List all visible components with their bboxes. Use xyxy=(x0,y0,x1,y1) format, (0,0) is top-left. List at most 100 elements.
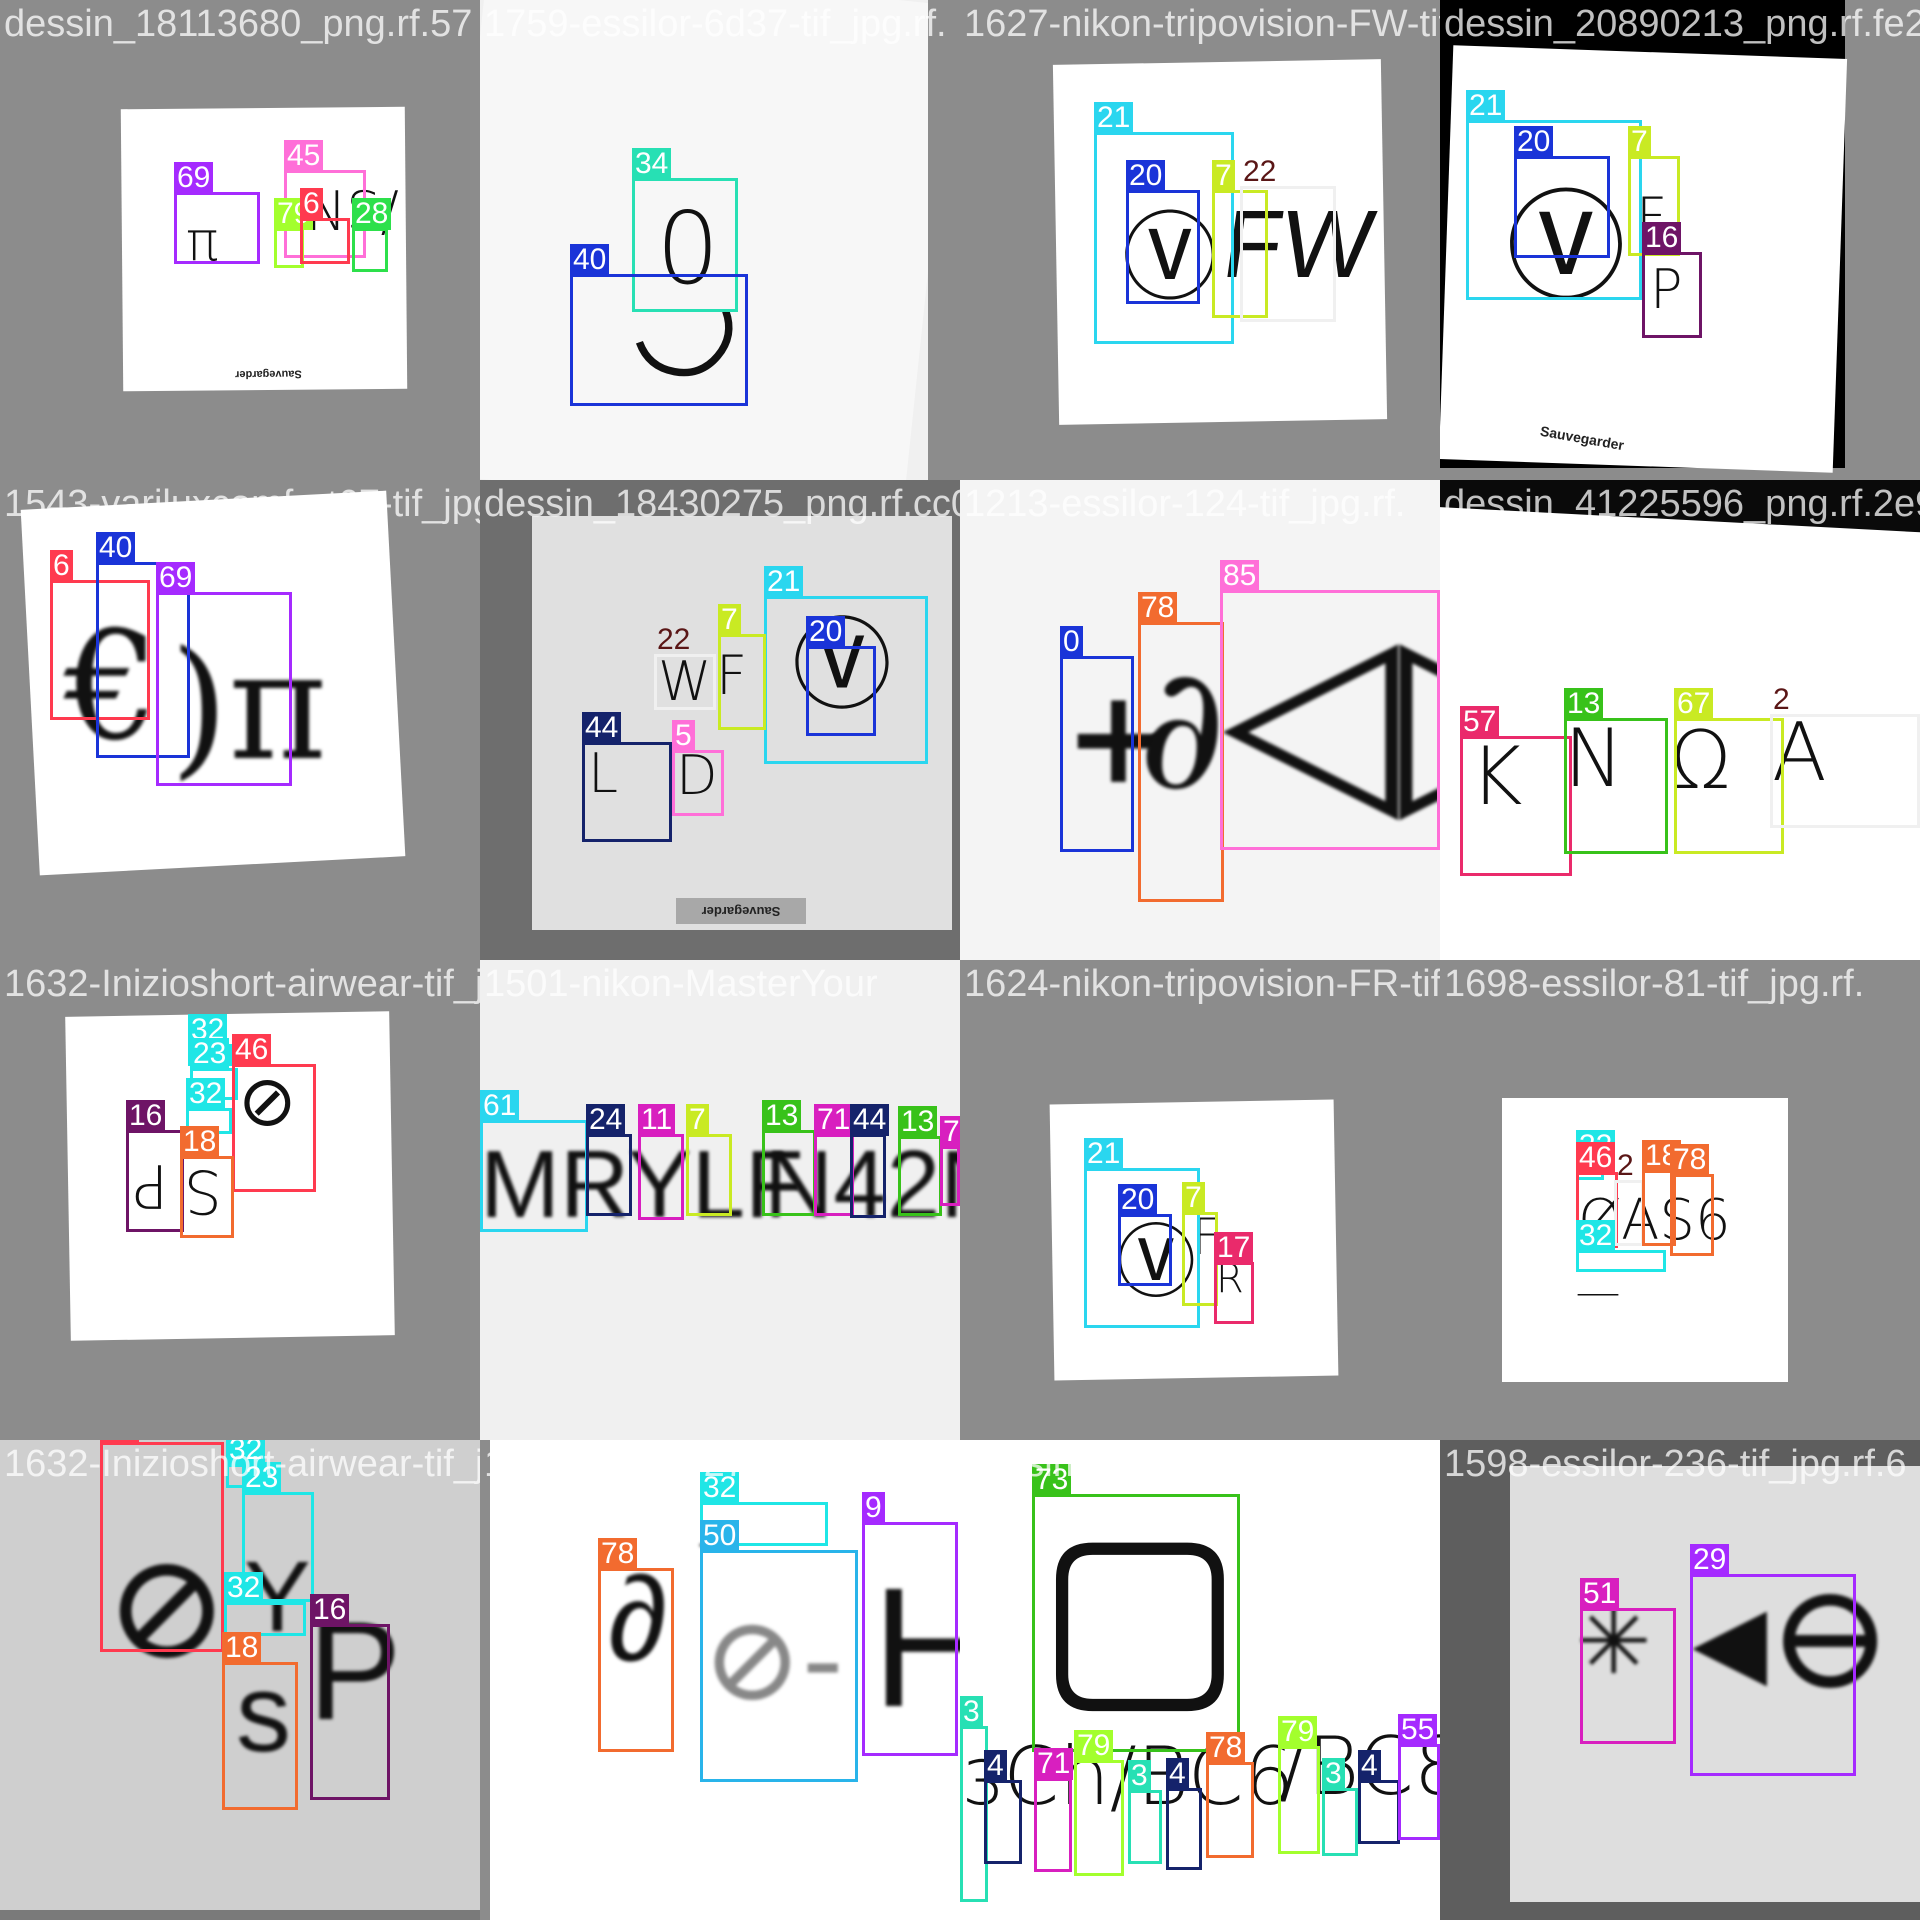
bounding-box: 67 xyxy=(1674,688,1784,854)
class-label: 2 xyxy=(1617,1149,1634,1182)
class-label: 79 xyxy=(1278,1716,1318,1748)
bounding-box: 0 xyxy=(1060,626,1134,852)
class-label: 69 xyxy=(156,562,196,594)
tile: K N Ω A 57 13 67 2 dessin_41225596_png.r… xyxy=(1440,480,1920,960)
glyph: ∂ xyxy=(1138,630,1226,828)
class-label: 7 xyxy=(718,604,741,636)
class-label: 85 xyxy=(1220,560,1260,592)
class-label: 20 xyxy=(1118,1184,1158,1216)
bounding-box: 44 xyxy=(850,1104,890,1218)
bounding-box: 71 xyxy=(814,1104,854,1216)
tile-caption: dessin_18113680_png.rf.57 xyxy=(4,3,473,45)
class-label: 2 xyxy=(1773,683,1790,716)
class-label: 46 xyxy=(232,1034,272,1066)
bounding-box: 20 xyxy=(1118,1184,1172,1286)
class-label: 29 xyxy=(1690,1544,1730,1576)
bounding-box: 28 xyxy=(352,198,392,272)
bounding-box: 9 xyxy=(862,1492,958,1756)
bounding-box: 71 xyxy=(1034,1748,1074,1872)
bounding-box: 21 xyxy=(1094,102,1234,344)
glyph: F xyxy=(716,644,748,707)
class-label: 71 xyxy=(1034,1748,1074,1780)
class-label: 16 xyxy=(126,1100,166,1132)
bounding-box: 20 xyxy=(1126,160,1200,304)
bounding-box: 13 xyxy=(762,1100,816,1216)
bounding-box: 79 xyxy=(1074,1730,1124,1876)
class-label: 78 xyxy=(1206,1732,1246,1764)
glyph: D xyxy=(676,744,718,807)
class-label: 73 xyxy=(1032,1464,1072,1496)
bounding-box: 23 xyxy=(242,1462,314,1602)
bounding-box: 6 xyxy=(300,188,350,264)
class-label: 55 xyxy=(1398,1714,1438,1746)
glyph: ▢ xyxy=(1036,1480,1244,1736)
bounding-box: 3 xyxy=(1128,1760,1162,1864)
drawing-sheet-edge xyxy=(480,1440,490,1920)
class-label: 32 xyxy=(700,1472,740,1504)
class-label: 17 xyxy=(1214,1232,1254,1264)
class-label: 4 xyxy=(1166,1758,1189,1790)
glyph: s xyxy=(236,1652,291,1775)
tile-caption: 1624-nikon-tripovision-FR-tif_jpg.rf xyxy=(964,963,1440,1005)
class-label: 34 xyxy=(632,148,672,180)
tile: Ⓥ FW 21 20 7 22 1627-nikon-tripovision-F… xyxy=(960,0,1440,480)
bounding-box: 2 xyxy=(1770,684,1920,828)
class-label: 7 xyxy=(1212,160,1235,192)
glyph: P xyxy=(1650,258,1683,321)
class-label: 20 xyxy=(806,616,846,648)
class-label: 7 xyxy=(1628,126,1651,158)
class-label: 4 xyxy=(1358,1750,1381,1782)
class-label: 3 xyxy=(1322,1758,1345,1790)
tile: + ∂ ◁▷ 0 78 85 1213-essilor-124-tif_jpg.… xyxy=(960,480,1440,960)
class-label: 78 xyxy=(1670,1144,1710,1176)
tile-caption: 1632-Inizioshort-airwear-tif_jpg.rf xyxy=(4,963,480,1005)
class-label: 7 xyxy=(1182,1182,1205,1214)
bounding-box: 40 xyxy=(96,532,190,758)
class-label: 46 xyxy=(100,1440,140,1444)
glyph: ∂ xyxy=(608,1552,668,1686)
tile: € )π 6 40 69 1543-variluxcomfort67-tif_j… xyxy=(0,480,480,960)
class-label: 46 xyxy=(1576,1142,1616,1174)
tile: Sauvegarder π NS/ 69 45 79 6 28 dessin_1… xyxy=(0,0,480,480)
glyph: Ⓥ xyxy=(1122,202,1218,314)
tile-caption: 1501-nikon-MasterYour xyxy=(484,963,878,1005)
bounding-box: 40 xyxy=(570,244,748,406)
class-label: 78 xyxy=(1138,592,1178,624)
glyph: K xyxy=(1470,730,1523,823)
bounding-box: 34 xyxy=(632,148,738,312)
class-label: 21 xyxy=(1084,1138,1124,1170)
save-label: Sauvegarder xyxy=(1538,422,1626,454)
bounding-box: 69 xyxy=(156,562,292,786)
class-label: 21 xyxy=(764,566,804,598)
class-label: 0 xyxy=(1060,626,1083,658)
glyph: MRYLF xyxy=(480,1131,804,1238)
class-label: 3 xyxy=(960,1696,983,1728)
save-label: Sauvegarder xyxy=(235,367,302,381)
class-label: 6 xyxy=(300,188,323,220)
glyph: N42N xyxy=(764,1131,960,1238)
bounding-box: 4 xyxy=(984,1750,1022,1864)
class-label: 51 xyxy=(1580,1578,1620,1610)
class-label: 21 xyxy=(1094,102,1134,134)
class-label: 69 xyxy=(174,162,214,194)
bounding-box: 6 xyxy=(50,550,150,720)
glyph: )π xyxy=(170,620,328,794)
save-button[interactable]: Sauvegarder xyxy=(676,898,806,924)
bounding-box: 7 xyxy=(718,604,766,730)
glyph: ⊘ xyxy=(104,1520,230,1694)
glyph: € xyxy=(64,600,160,774)
class-label: 13 xyxy=(898,1106,938,1138)
bounding-box: 61 xyxy=(480,1090,588,1232)
class-label: 79 xyxy=(1074,1730,1114,1762)
class-label: 57 xyxy=(1460,706,1500,738)
bounding-box: 32 xyxy=(1576,1220,1666,1272)
class-label: 32 xyxy=(186,1078,226,1110)
bounding-box: 51 xyxy=(1580,1578,1676,1744)
bounding-box: 79 xyxy=(1278,1716,1320,1854)
bounding-box: 17 xyxy=(1214,1232,1254,1324)
class-label: 67 xyxy=(1674,688,1714,720)
glyph: Ⓥ xyxy=(1506,179,1626,318)
bounding-box: 78 xyxy=(1670,1144,1714,1256)
class-label: 71 xyxy=(940,1116,960,1148)
bounding-box: 4 xyxy=(1166,1758,1202,1870)
